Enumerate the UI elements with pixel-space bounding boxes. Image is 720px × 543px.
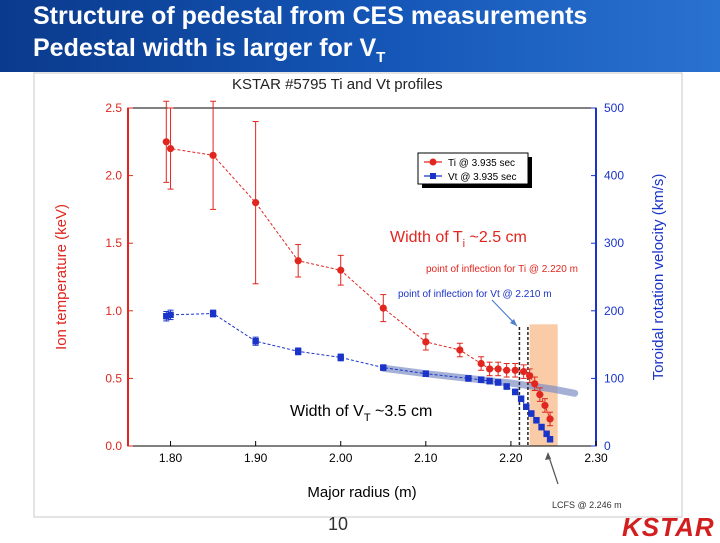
ti-inflection-label: point of inflection for Ti @ 2.220 m [426, 264, 578, 275]
left-y-axis-label: Ion temperature (keV) [53, 204, 70, 350]
vt-width-subscript: T [364, 412, 371, 424]
vt-data-point [503, 383, 510, 390]
lcfs-pointer-head [545, 452, 551, 460]
ti-data-point [526, 372, 534, 380]
right-y-axis-label: Toroidal rotation velocity (km/s) [650, 174, 667, 381]
slide-title-line-1: Structure of pedestal from CES measureme… [33, 2, 588, 30]
legend-ti-label: Ti @ 3.935 sec [448, 158, 515, 169]
left-y-tick-label: 2.5 [105, 101, 122, 115]
x-axis-ticks: 1.80 1.90 2.00 2.10 2.20 2.30 [159, 441, 608, 465]
ti-width-annotation: Width of Ti ~2.5 cm [390, 229, 527, 250]
vt-data-point [380, 364, 387, 371]
vt-data-point [209, 310, 217, 317]
kstar-logo: KSTAR [622, 512, 715, 542]
vt-data-point [523, 403, 530, 410]
right-y-tick-label: 200 [604, 304, 624, 318]
vt-data-point [546, 436, 554, 443]
ti-data-point [503, 366, 511, 374]
left-y-tick-label: 0.0 [105, 439, 122, 453]
chart-title: KSTAR #5795 Ti and Vt profiles [232, 76, 443, 93]
vt-data-point [528, 410, 535, 417]
slide-title-line-2-text: Pedestal width is larger for V [33, 34, 377, 62]
ti-data-point [536, 391, 544, 399]
vt-width-suffix: ~3.5 cm [371, 403, 433, 420]
right-y-tick-label: 400 [604, 169, 624, 183]
vt-data-point [511, 388, 519, 396]
ti-data-point [294, 257, 302, 265]
x-tick-label: 2.30 [584, 451, 608, 465]
ti-series [162, 100, 554, 427]
legend-box [417, 152, 529, 185]
ti-data-point [379, 304, 387, 312]
x-tick-label: 2.10 [414, 451, 438, 465]
right-y-tick-label: 300 [604, 236, 624, 250]
slide-title-line-2: Pedestal width is larger for VT [33, 34, 385, 66]
ti-data-point [209, 151, 217, 159]
left-y-tick-label: 1.5 [105, 236, 122, 250]
vt-width-text: Width of V [290, 403, 364, 420]
left-y-tick-label: 1.0 [105, 304, 122, 318]
ti-data-point [422, 338, 430, 346]
legend-vt-label: Vt @ 3.935 sec [448, 172, 517, 183]
ti-data-point [531, 380, 539, 388]
figure-frame [33, 72, 683, 518]
vt-data-point [517, 395, 525, 402]
vt-data-point [294, 348, 302, 355]
ti-data-point [166, 144, 175, 153]
legend-ti-marker [429, 158, 437, 166]
ti-data-point [541, 401, 549, 410]
x-tick-label: 1.80 [159, 451, 183, 465]
legend-vt-marker [430, 173, 436, 179]
lcfs-label: LCFS @ 2.246 m [552, 500, 622, 510]
vt-data-point [494, 379, 502, 386]
right-y-axis-ticks: 0 100 200 300 400 500 [591, 101, 624, 453]
right-y-tick-label: 0 [604, 439, 611, 453]
right-y-tick-label: 100 [604, 371, 624, 385]
vt-series [163, 309, 554, 443]
ti-data-point [486, 365, 494, 373]
vt-data-point [465, 375, 472, 382]
vt-data-point [337, 354, 344, 361]
ti-data-point [252, 199, 260, 207]
vt-data-point [163, 313, 170, 320]
ti-data-point [337, 266, 345, 274]
vt-data-point [167, 311, 174, 319]
vt-data-point [538, 423, 545, 431]
vt-data-point [543, 430, 550, 438]
vt-data-point [252, 338, 259, 345]
title-banner: Structure of pedestal from CES measureme… [0, 0, 720, 72]
vt-width-annotation: Width of VT ~3.5 cm [290, 403, 432, 424]
vt-inflection-pointer-head [510, 319, 517, 326]
ti-data-point [494, 365, 502, 373]
ti-data-point [456, 346, 464, 354]
vt-data-point [486, 377, 493, 385]
ti-data-point [477, 359, 485, 368]
page-number: 10 [328, 514, 349, 534]
vt-data-point [422, 370, 430, 377]
vt-data-point [533, 417, 540, 424]
x-tick-label: 1.90 [244, 451, 268, 465]
ti-data-point [520, 368, 528, 376]
x-axis-label: Major radius (m) [307, 484, 416, 501]
ti-width-text: Width of T [390, 229, 463, 246]
slide-title-line-2-subscript: T [376, 49, 386, 66]
ti-data-point [511, 366, 519, 374]
vt-data-point [477, 376, 485, 383]
x-tick-label: 2.20 [499, 451, 523, 465]
x-tick-label: 2.00 [329, 451, 353, 465]
left-y-axis-ticks: 0.0 0.5 1.0 1.5 2.0 2.5 [105, 101, 133, 453]
ti-width-suffix: ~2.5 cm [465, 229, 527, 246]
left-y-tick-label: 2.0 [105, 169, 122, 183]
left-y-tick-label: 0.5 [105, 371, 122, 385]
vt-inflection-label: point of inflection for Vt @ 2.210 m [398, 289, 552, 300]
ti-data-point [546, 415, 554, 423]
right-y-tick-label: 500 [604, 101, 624, 115]
ti-data-point [162, 138, 170, 146]
ti-width-subscript: i [463, 238, 465, 250]
legend: Ti @ 3.935 sec Vt @ 3.935 sec [417, 152, 532, 188]
